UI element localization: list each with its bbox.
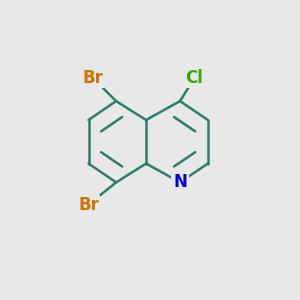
- Text: N: N: [173, 173, 187, 191]
- Text: Br: Br: [82, 69, 103, 87]
- Text: Cl: Cl: [185, 69, 203, 87]
- Text: Br: Br: [78, 196, 99, 214]
